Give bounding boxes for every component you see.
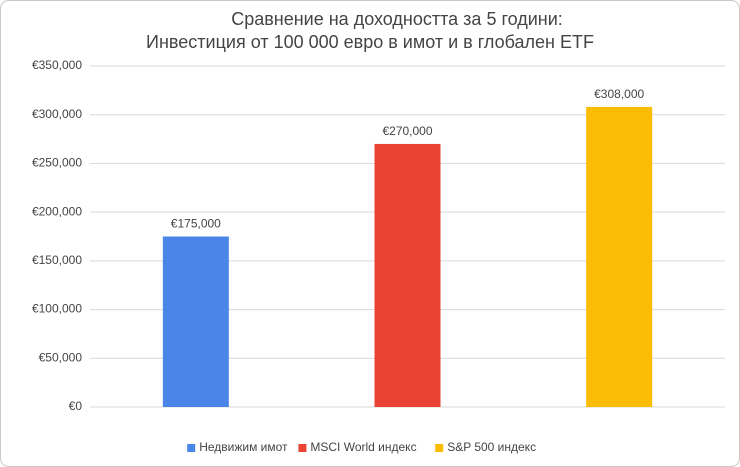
y-tick-label: €0 — [69, 399, 83, 413]
y-tick-label: €350,000 — [32, 58, 82, 72]
y-tick-label: €200,000 — [32, 204, 82, 218]
value-label: €308,000 — [594, 87, 644, 101]
bar — [162, 236, 229, 407]
y-tick-label: €250,000 — [32, 156, 82, 170]
legend-label: S&P 500 индекс — [447, 440, 536, 454]
bar — [374, 143, 441, 407]
bar — [586, 106, 653, 408]
legend-swatch — [298, 444, 307, 452]
y-tick-label: €50,000 — [39, 350, 83, 364]
chart-title: Инвестиция от 100 000 евро в имот и в гл… — [146, 32, 594, 52]
legend-label: Недвижим имот — [199, 440, 288, 454]
legend-swatch — [435, 444, 444, 452]
value-label: €175,000 — [171, 217, 221, 231]
y-tick-label: €150,000 — [32, 253, 82, 267]
y-tick-label: €100,000 — [32, 302, 82, 316]
legend-swatch — [187, 444, 196, 452]
value-label: €270,000 — [382, 124, 432, 138]
y-tick-label: €300,000 — [32, 107, 82, 121]
chart-title: Сравнение на доходността за 5 години: — [231, 9, 563, 29]
legend-label: MSCI World индекс — [310, 440, 416, 454]
